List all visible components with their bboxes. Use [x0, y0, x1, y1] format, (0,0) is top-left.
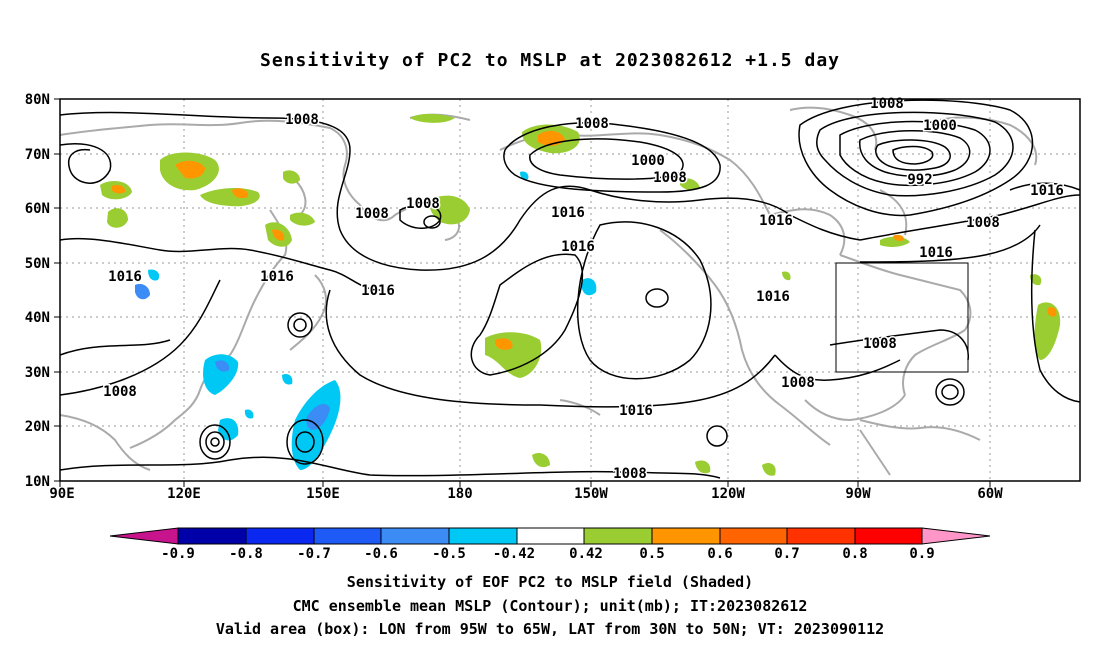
lat-label: 30N — [25, 365, 50, 381]
lon-label: 60W — [977, 486, 1003, 502]
contour-label-1016: 1016 — [108, 269, 142, 285]
colorbar-bin — [516, 527, 585, 545]
lat-label: 40N — [25, 310, 50, 326]
caption-valid-area: Valid area (box): LON from 95W to 65W, L… — [215, 620, 885, 638]
lat-label: 50N — [25, 256, 50, 272]
lat-label: 60N — [25, 201, 50, 217]
lon-label: 150E — [306, 486, 340, 502]
contour-label-1016: 1016 — [561, 239, 595, 255]
contour-label-1008: 1008 — [103, 384, 137, 400]
caption-shaded: Sensitivity of EOF PC2 to MSLP field (Sh… — [346, 573, 754, 591]
colorbar-label: -0.5 — [432, 546, 466, 562]
colorbar-label: -0.7 — [297, 546, 331, 562]
lat-label: 80N — [25, 92, 50, 108]
map-title-overlay: Sensitivity of PC2 to MSLP at 2023082612… — [259, 50, 840, 71]
axis-ticks — [54, 98, 991, 487]
latitude-labels: 80N 70N 60N 50N 40N 30N 20N 10N — [25, 92, 50, 490]
contour-label-1008: 1008 — [613, 466, 647, 482]
colorbar-bin — [313, 527, 382, 545]
lon-label: 90E — [49, 486, 74, 502]
colorbar-label: 0.42 — [569, 546, 603, 562]
contour-label-1008: 1008 — [355, 206, 389, 222]
mslp-contours — [59, 99, 1081, 479]
contour-label-1008: 1008 — [863, 336, 897, 352]
lat-label: 70N — [25, 147, 50, 163]
plot-area — [60, 99, 1080, 481]
colorbar-high-end — [921, 527, 991, 545]
contour-label-1016: 1016 — [1030, 183, 1064, 199]
lon-label: 180 — [447, 486, 472, 502]
colorbar-label: 0.9 — [909, 546, 934, 562]
contour-label-1016: 1016 — [361, 283, 395, 299]
colorbar-labels: -0.9 -0.8 -0.7 -0.6 -0.5 -0.42 0.42 0.5 … — [161, 546, 935, 562]
colorbar — [109, 527, 991, 545]
contour-label-1008: 1008 — [966, 215, 1000, 231]
valid-area-box — [835, 262, 969, 373]
positive-sensitivity-patches — [100, 113, 1061, 476]
colorbar-bin — [177, 527, 247, 545]
contour-label-1016: 1016 — [919, 245, 953, 261]
lat-label: 10N — [25, 474, 50, 490]
contour-label-1016: 1016 — [551, 205, 585, 221]
colorbar-label: 0.6 — [707, 546, 732, 562]
contour-label-1016: 1016 — [756, 289, 790, 305]
colorbar-label: -0.8 — [229, 546, 263, 562]
contour-label-1016: 1016 — [619, 403, 653, 419]
colorbar-bin — [786, 527, 856, 545]
contour-label-1016: 1016 — [759, 213, 793, 229]
contour-label-1008: 1008 — [781, 375, 815, 391]
colorbar-label: -0.42 — [493, 546, 535, 562]
colorbar-bin — [719, 527, 788, 545]
colorbar-bin — [245, 527, 315, 545]
colorbar-bin — [448, 527, 518, 545]
colorbar-low-end — [109, 527, 179, 545]
contour-label-1008: 1008 — [575, 116, 609, 132]
colorbar-bin — [583, 527, 653, 545]
colorbar-label: 0.7 — [774, 546, 799, 562]
lon-label: 90W — [845, 486, 871, 502]
contour-label-1008: 1008 — [285, 112, 319, 128]
contour-label-1008: 1008 — [653, 170, 687, 186]
lon-label: 120E — [167, 486, 201, 502]
plot-frame — [59, 98, 1081, 482]
contour-label-1008: 1008 — [406, 196, 440, 212]
caption-contour: CMC ensemble mean MSLP (Contour); unit(m… — [292, 597, 808, 615]
colorbar-label: -0.9 — [161, 546, 195, 562]
colorbar-bin — [651, 527, 721, 545]
contour-label-1000: 1000 — [923, 118, 957, 134]
colorbar-label: -0.6 — [364, 546, 398, 562]
colorbar-label: 0.8 — [842, 546, 867, 562]
lat-label: 20N — [25, 419, 50, 435]
colorbar-label: 0.5 — [639, 546, 664, 562]
lon-label: 120W — [711, 486, 745, 502]
longitude-labels: 90E 120E 150E 180 150W 120W 90W 60W — [49, 486, 1003, 502]
contour-label-1000: 1000 — [631, 153, 665, 169]
contour-label-992: 992 — [907, 172, 932, 188]
colorbar-bin — [380, 527, 450, 545]
contour-label-1016: 1016 — [260, 269, 294, 285]
lon-label: 150W — [574, 486, 608, 502]
colorbar-bin — [854, 527, 923, 545]
